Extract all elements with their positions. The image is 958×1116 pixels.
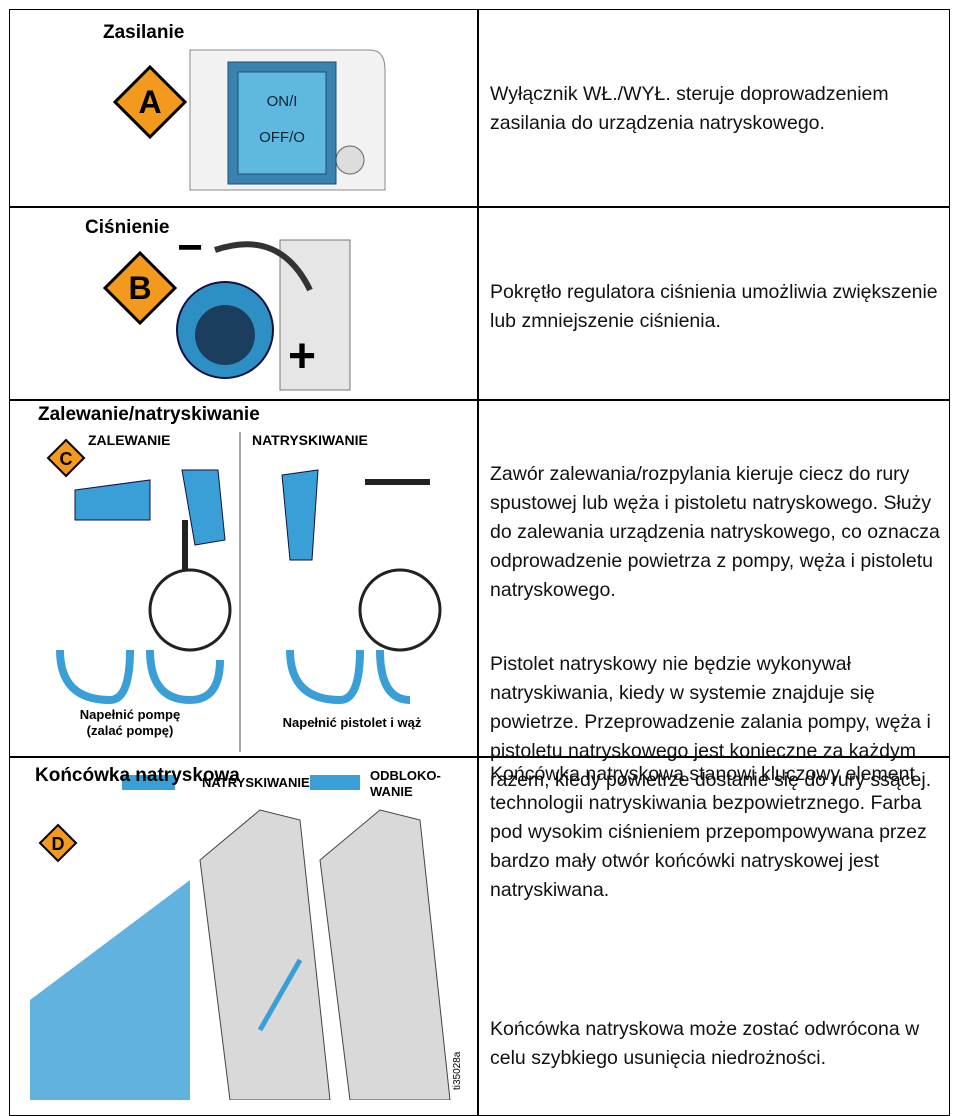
tip [122,775,360,790]
gun [199,809,331,1100]
paragraph: Pokrętło regulatora ciśnienia umożliwia … [490,281,938,332]
badge [46,438,86,478]
row-title: Zalewanie/natryskiwanie [38,404,260,425]
cell [477,399,950,758]
image-label: NATRYSKIWANIE [252,432,368,448]
badge [38,823,78,863]
row-title: Ciśnienie [85,217,170,238]
badge-letter: C [60,449,73,469]
cell [477,206,950,401]
detail [148,568,232,652]
hose [286,649,411,705]
badge-letter: A [138,84,161,120]
minus: − [177,223,203,272]
cell [9,9,479,208]
switch [237,71,327,175]
valve [181,469,226,546]
paragraph: Końcówka natryskowa stanowi kluczowy ele… [490,763,927,901]
hose [56,649,224,705]
image-label: ODBLOKO- [370,768,441,783]
stream [257,958,303,1032]
badge [112,64,188,140]
valve [74,479,151,521]
cell [9,399,479,758]
badge-letter: B [128,270,151,306]
row-title: Zasilanie [103,22,185,43]
image-label: ZALEWANIE [88,432,170,448]
image-label: NATRYSKIWANIE [202,775,310,790]
spray [30,880,190,1100]
paragraph: Wyłącznik WŁ./WYŁ. steruje doprowadzenie… [490,83,889,134]
switch-label: OFF/O [259,129,305,146]
knob-face [195,305,255,365]
image-label: WANIE [370,784,413,799]
paragraph: Zawór zalewania/rozpylania kieruje ciecz… [490,463,940,601]
plus: + [288,330,316,383]
paragraph: Pistolet natryskowy nie będzie wykonywał… [490,653,932,791]
cell [477,9,950,208]
caption: (zalać pompę) [87,723,174,738]
arrow [214,241,313,292]
caption: Napełnić pompę [80,707,180,722]
valve [281,469,319,561]
paragraph: Końcówka natryskowa może zostać odwrócon… [490,1018,920,1069]
figure-id: ti35028a [452,1051,463,1090]
badge-letter: D [52,834,65,854]
gun [319,809,451,1100]
detail [358,568,442,652]
row-title: Końcówka natryskowa [35,765,240,786]
caption: Napełnić pistolet i wąż [283,715,422,730]
cell [9,206,479,401]
badge [102,250,178,326]
switch-label: ON/I [267,93,298,110]
screw [335,145,365,175]
